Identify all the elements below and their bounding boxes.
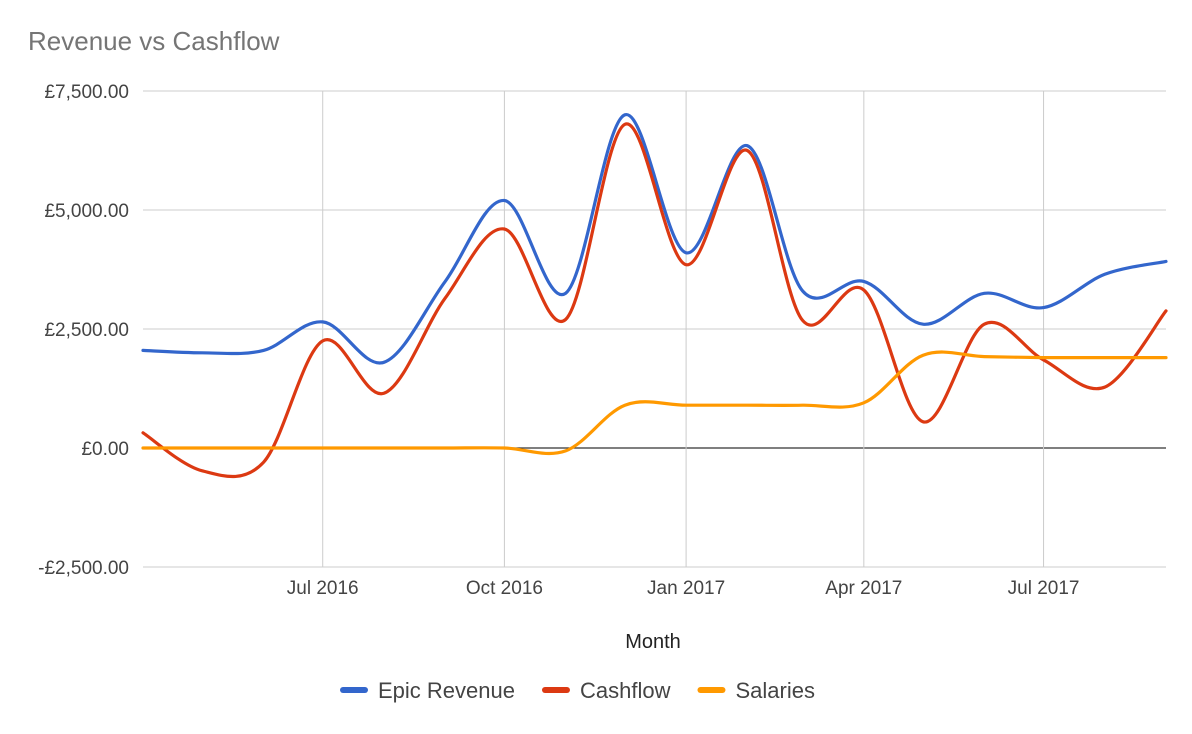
legend: Epic Revenue Cashflow Salaries — [340, 678, 815, 703]
legend-label-salaries: Salaries — [735, 678, 814, 703]
x-tick-label: Jan 2017 — [647, 578, 725, 599]
y-tick-label: £7,500.00 — [44, 82, 129, 103]
x-tick-label: Jul 2017 — [1008, 578, 1080, 599]
legend-label-cashflow: Cashflow — [580, 678, 671, 703]
y-axis-tick-labels: £7,500.00 £5,000.00 £2,500.00 £0.00 -£2,500.… — [38, 82, 129, 579]
series-line-epic-revenue — [141, 113, 1168, 365]
x-tick-label: Jul 2016 — [287, 578, 359, 599]
y-tick-label: -£2,500.00 — [38, 558, 129, 579]
x-axis-tick-labels: Jul 2016 Oct 2016 Jan 2017 Apr 2017 Jul 2017 — [287, 578, 1080, 599]
series-line-cashflow — [141, 122, 1168, 479]
y-tick-label: £5,000.00 — [44, 201, 129, 222]
legend-label-epic-revenue: Epic Revenue — [378, 678, 515, 703]
chart-title: Revenue vs Cashflow — [28, 26, 280, 56]
x-gridlines — [322, 91, 1045, 567]
y-gridlines — [143, 90, 1166, 568]
x-axis-title: Month — [625, 631, 681, 653]
series-line-salaries — [141, 350, 1168, 456]
series-lines — [141, 113, 1168, 479]
x-tick-label: Oct 2016 — [466, 578, 543, 599]
y-tick-label: £2,500.00 — [44, 320, 129, 341]
y-tick-label: £0.00 — [81, 439, 129, 460]
x-tick-label: Apr 2017 — [825, 578, 902, 599]
